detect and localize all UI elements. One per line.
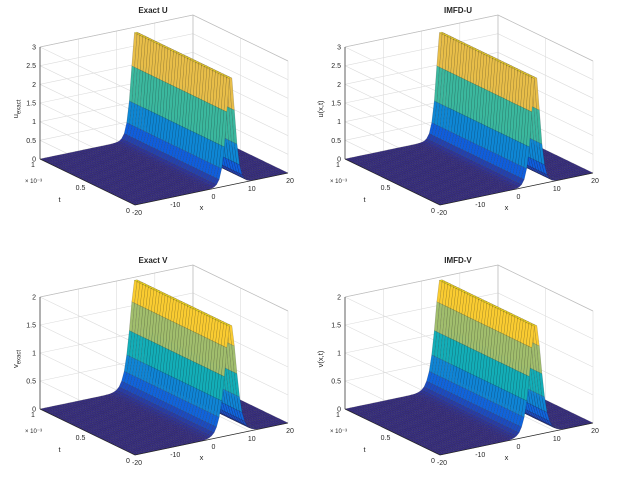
x-tick-label: -10 [475, 452, 485, 459]
z-tick-label: 2 [337, 82, 341, 89]
t-tick-label: 0 [431, 208, 435, 215]
t-axis-label: t [363, 195, 366, 204]
x-tick-label: 20 [286, 428, 294, 435]
t-axis-label: t [58, 195, 61, 204]
z-axis-label: vexact [11, 350, 23, 368]
z-tick-label: 2.5 [331, 63, 341, 70]
z-tick-label: 2 [32, 82, 36, 89]
t-tick-label: 1 [31, 412, 35, 419]
surface [40, 280, 288, 455]
t-tick-label: 0 [126, 458, 130, 465]
x-axis-label: x [200, 453, 204, 462]
z-tick-label: 0.5 [26, 138, 36, 145]
x-axis-label: x [505, 203, 509, 212]
z-tick-label: 1.5 [26, 323, 36, 330]
x-tick-label: -10 [170, 452, 180, 459]
z-tick-label: 0.5 [26, 379, 36, 386]
z-axis-label-subscript: exact [17, 99, 23, 114]
x-tick-label: 10 [248, 186, 256, 193]
z-tick-label: 1.5 [331, 323, 341, 330]
t-tick-label: 1 [336, 412, 340, 419]
z-tick-label: 3 [337, 45, 341, 52]
x-tick-label: -20 [132, 210, 142, 217]
z-axis-label: v(x,t) [316, 350, 325, 367]
t-exponent-label: × 10⁻³ [330, 429, 347, 435]
x-axis-label: x [200, 203, 204, 212]
t-axis-label: t [58, 445, 61, 454]
t-tick-label: 0 [126, 208, 130, 215]
t-tick-label: 0.5 [381, 185, 391, 192]
x-tick-label: 20 [286, 178, 294, 185]
z-axis-label-subscript: exact [17, 350, 23, 365]
t-tick-label: 1 [31, 162, 35, 169]
x-tick-label: -20 [437, 460, 447, 467]
z-tick-label: 2.5 [26, 63, 36, 70]
plot-title: Exact V [139, 256, 169, 265]
x-tick-label: 20 [591, 178, 599, 185]
x-tick-label: 0 [517, 194, 521, 201]
t-tick-label: 0.5 [381, 435, 391, 442]
plot-title: Exact U [138, 6, 168, 15]
t-exponent-label: × 10⁻³ [330, 179, 347, 185]
x-tick-label: 0 [517, 444, 521, 451]
x-tick-label: -20 [437, 210, 447, 217]
t-tick-label: 0.5 [76, 185, 86, 192]
x-tick-label: -20 [132, 460, 142, 467]
z-tick-label: 1 [337, 351, 341, 358]
t-tick-label: 1 [336, 162, 340, 169]
z-tick-label: 3 [32, 45, 36, 52]
z-axis-label: u(x,t) [316, 100, 325, 118]
t-exponent-label: × 10⁻³ [25, 179, 42, 185]
z-tick-label: 1 [32, 119, 36, 126]
z-tick-label: 1.5 [331, 101, 341, 108]
x-tick-label: 10 [248, 436, 256, 443]
surface [345, 280, 593, 455]
x-tick-label: -10 [475, 202, 485, 209]
z-tick-label: 0.5 [331, 138, 341, 145]
x-tick-label: -10 [170, 202, 180, 209]
x-tick-label: 10 [553, 186, 561, 193]
plot-title: IMFD-U [444, 6, 472, 15]
x-tick-label: 20 [591, 428, 599, 435]
x-tick-label: 0 [212, 444, 216, 451]
z-tick-label: 1 [32, 351, 36, 358]
x-axis-label: x [505, 453, 509, 462]
x-tick-label: 0 [212, 194, 216, 201]
t-exponent-label: × 10⁻³ [25, 429, 42, 435]
z-axis-label: uexact [11, 99, 23, 118]
t-axis-label: t [363, 445, 366, 454]
t-tick-label: 0.5 [76, 435, 86, 442]
t-tick-label: 0 [431, 458, 435, 465]
z-tick-label: 1.5 [26, 101, 36, 108]
plot-title: IMFD-V [444, 256, 472, 265]
x-tick-label: 10 [553, 436, 561, 443]
z-tick-label: 1 [337, 119, 341, 126]
z-tick-label: 0.5 [331, 379, 341, 386]
z-tick-label: 2 [337, 295, 341, 302]
z-tick-label: 2 [32, 295, 36, 302]
